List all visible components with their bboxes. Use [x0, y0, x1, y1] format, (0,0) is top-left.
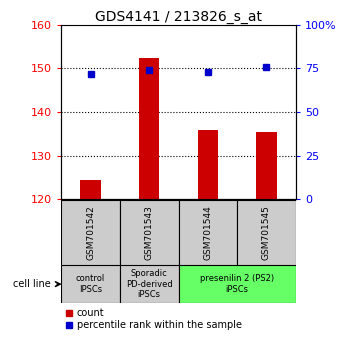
- Text: GSM701543: GSM701543: [145, 205, 154, 260]
- Bar: [178, 265, 296, 303]
- Bar: [237, 200, 296, 265]
- Bar: [178, 200, 237, 265]
- Bar: [139, 58, 159, 200]
- Text: GSM701542: GSM701542: [86, 205, 95, 259]
- Title: GDS4141 / 213826_s_at: GDS4141 / 213826_s_at: [95, 10, 262, 24]
- Bar: [61, 200, 120, 265]
- Bar: [80, 180, 101, 200]
- Bar: [198, 130, 218, 200]
- Bar: [120, 265, 178, 303]
- Text: GSM701544: GSM701544: [203, 205, 212, 259]
- Bar: [256, 132, 277, 200]
- Legend: count, percentile rank within the sample: count, percentile rank within the sample: [66, 308, 242, 330]
- Bar: [61, 265, 120, 303]
- Text: presenilin 2 (PS2)
iPSCs: presenilin 2 (PS2) iPSCs: [200, 274, 274, 294]
- Bar: [120, 200, 178, 265]
- Text: GSM701545: GSM701545: [262, 205, 271, 260]
- Text: Sporadic
PD-derived
iPSCs: Sporadic PD-derived iPSCs: [126, 269, 172, 299]
- Text: cell line: cell line: [13, 279, 51, 289]
- Text: control
IPSCs: control IPSCs: [76, 274, 105, 294]
